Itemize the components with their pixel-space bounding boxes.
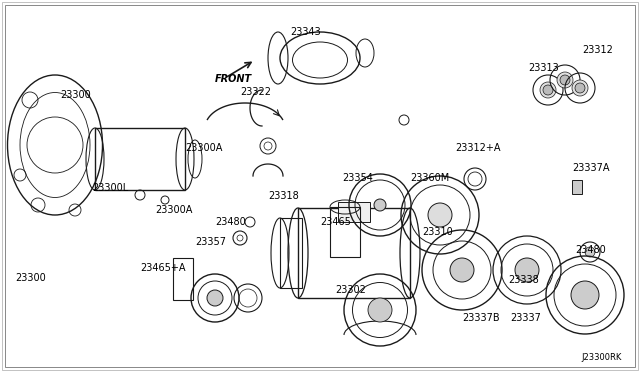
Ellipse shape: [557, 72, 573, 88]
Text: 23465: 23465: [320, 217, 351, 227]
Bar: [228, 200, 418, 358]
Text: 23343: 23343: [290, 27, 321, 37]
Text: 23337A: 23337A: [572, 163, 609, 173]
Text: 23322: 23322: [240, 87, 271, 97]
Text: 23300L: 23300L: [92, 183, 128, 193]
Text: 23360M: 23360M: [410, 173, 449, 183]
Bar: [280, 218, 302, 288]
Text: 23337: 23337: [510, 313, 541, 323]
Circle shape: [543, 85, 553, 95]
Circle shape: [450, 258, 474, 282]
Text: 23337B: 23337B: [462, 313, 500, 323]
Circle shape: [428, 203, 452, 227]
Bar: [330, 230, 450, 355]
Circle shape: [368, 298, 392, 322]
Text: 23310: 23310: [422, 227, 452, 237]
Bar: [228, 18, 628, 358]
Ellipse shape: [572, 80, 588, 96]
Text: 23312: 23312: [582, 45, 613, 55]
Text: 23300: 23300: [60, 90, 91, 100]
Text: J23300RK: J23300RK: [582, 353, 622, 362]
Text: 23338: 23338: [508, 275, 539, 285]
Text: 23318: 23318: [268, 191, 299, 201]
Bar: [228, 18, 628, 358]
Text: FRONT: FRONT: [215, 74, 252, 84]
Bar: [330, 207, 360, 257]
Circle shape: [575, 83, 585, 93]
Text: 23302: 23302: [335, 285, 366, 295]
Text: 23313: 23313: [528, 63, 559, 73]
Circle shape: [560, 75, 570, 85]
Text: 23300: 23300: [15, 273, 45, 283]
Ellipse shape: [374, 199, 386, 211]
Text: 23312+A: 23312+A: [455, 143, 500, 153]
Text: 23354: 23354: [342, 173, 373, 183]
Circle shape: [571, 281, 599, 309]
Text: 23300A: 23300A: [155, 205, 193, 215]
Text: 23480: 23480: [575, 245, 605, 255]
Ellipse shape: [540, 82, 556, 98]
Text: 23465+A: 23465+A: [140, 263, 186, 273]
Bar: [95, 128, 185, 190]
Circle shape: [207, 290, 223, 306]
Circle shape: [585, 247, 595, 257]
Bar: [572, 180, 582, 194]
Text: 23300A: 23300A: [185, 143, 222, 153]
Bar: [173, 258, 193, 300]
Text: 23357: 23357: [195, 237, 226, 247]
Text: 23480: 23480: [215, 217, 246, 227]
Circle shape: [515, 258, 539, 282]
Bar: [298, 208, 410, 298]
Bar: [534, 60, 624, 115]
Bar: [338, 202, 370, 222]
